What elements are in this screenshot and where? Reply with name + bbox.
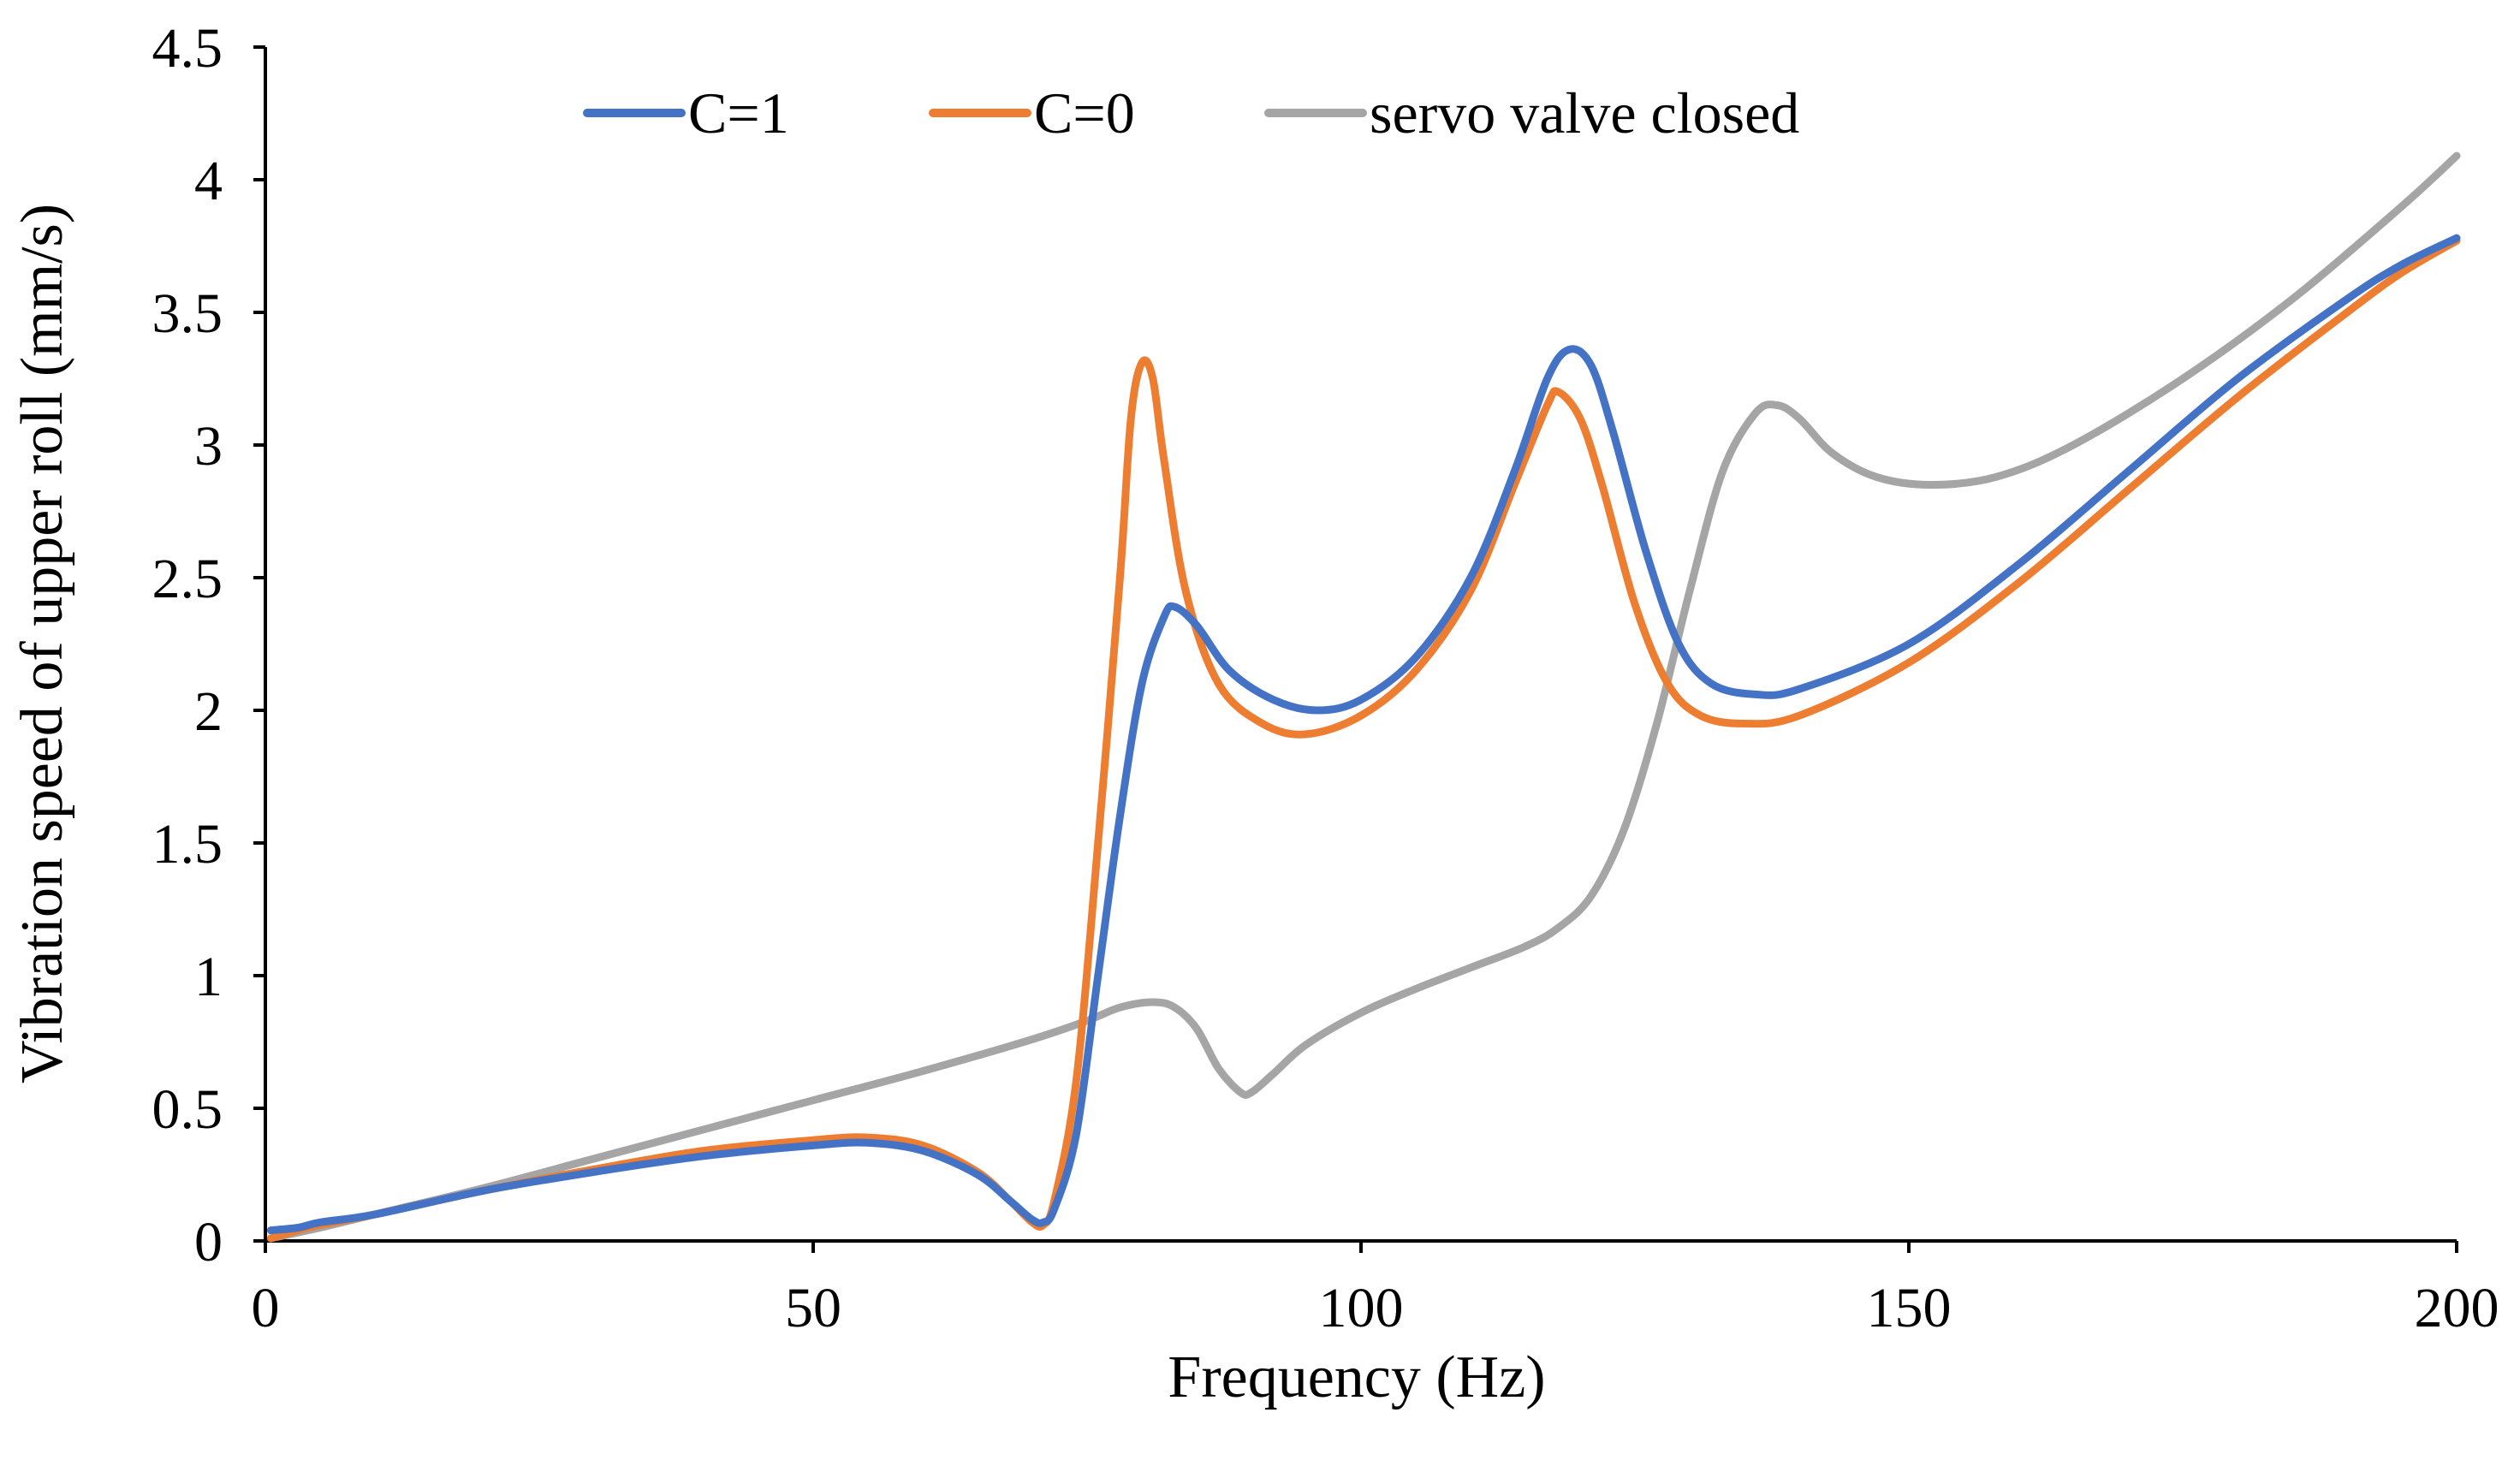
y-tick-label: 2 [194, 680, 223, 743]
x-ticks: 0 50 100 150 200 [252, 1241, 2499, 1339]
legend-item: servo valve closed [1264, 80, 1799, 145]
y-ticks: 0 0.5 1 1.5 2 2.5 3 3.5 4 4.5 [152, 17, 265, 1273]
y-tick-label: 1.5 [152, 813, 223, 875]
legend-item: C=0 [929, 80, 1135, 145]
y-tick-label: 4 [194, 150, 223, 212]
x-axis-title: Frequency (Hz) [1168, 1344, 1545, 1410]
x-tick-label: 50 [785, 1277, 841, 1339]
legend-label: C=1 [688, 80, 789, 145]
y-tick-label: 0 [194, 1211, 223, 1273]
series-line-servo-valve-closed [266, 151, 2461, 1243]
series-line-c-1 [266, 234, 2461, 1235]
legend: C=1 C=0 servo valve closed [583, 80, 1799, 145]
y-tick-label: 2.5 [152, 548, 223, 610]
y-tick-label: 3 [194, 415, 223, 478]
y-tick-label: 4.5 [152, 17, 223, 80]
y-axis-title: Vibration speed of upper roll (mm/s) [9, 204, 75, 1083]
x-tick-label: 200 [2415, 1277, 2499, 1339]
x-tick-label: 100 [1319, 1277, 1404, 1339]
legend-label: servo valve closed [1370, 80, 1799, 145]
y-tick-label: 0.5 [152, 1078, 223, 1141]
legend-label: C=0 [1034, 80, 1135, 145]
x-tick-label: 0 [252, 1277, 280, 1339]
y-tick-label: 3.5 [152, 282, 223, 345]
axes [264, 47, 2457, 1243]
legend-item: C=1 [583, 80, 789, 145]
x-tick-label: 150 [1867, 1277, 1952, 1339]
series-line-c-0 [266, 236, 2461, 1243]
y-tick-label: 1 [194, 946, 223, 1008]
series-lines [266, 151, 2461, 1243]
